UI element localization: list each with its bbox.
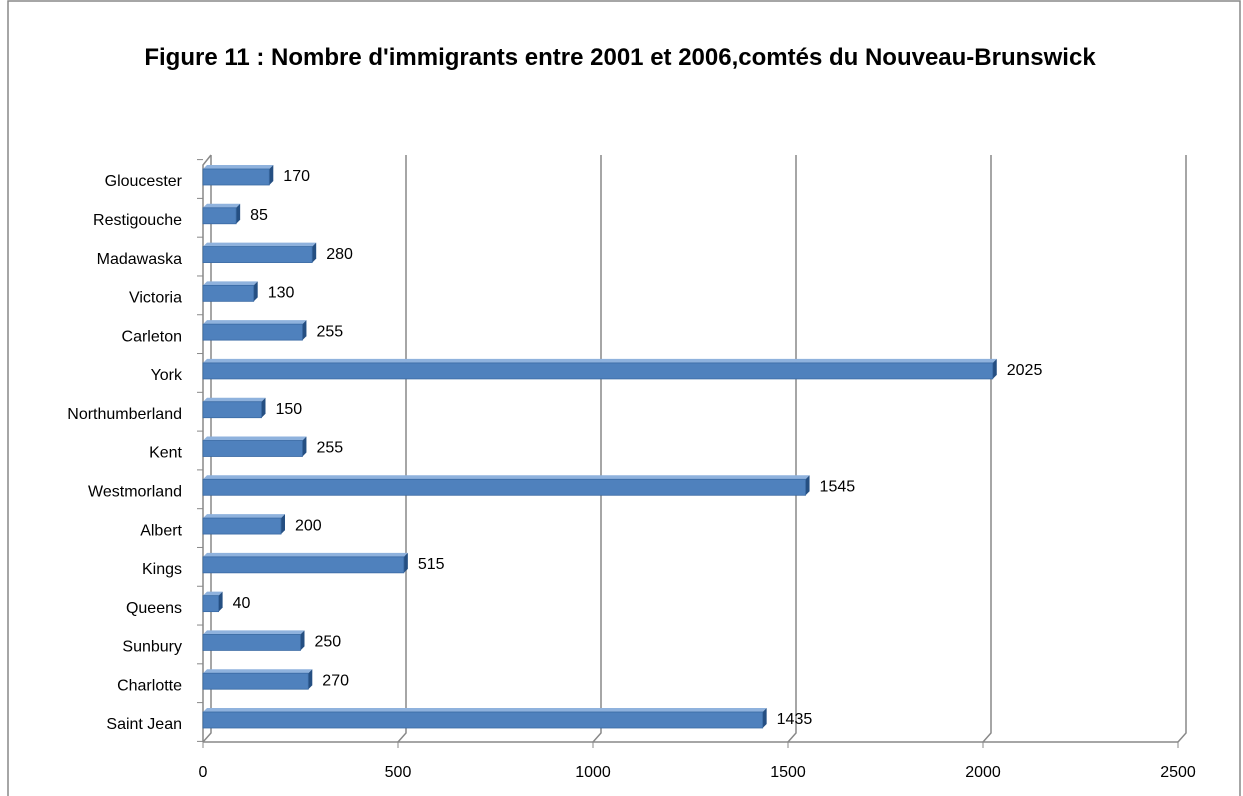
data-label: 200 xyxy=(295,517,322,534)
x-tick-label: 1500 xyxy=(770,764,806,781)
bar-end xyxy=(302,436,307,457)
bar-top xyxy=(203,591,223,596)
bar xyxy=(202,440,303,457)
bar-end xyxy=(281,514,285,535)
data-label: 2025 xyxy=(1007,362,1043,379)
data-label: 280 xyxy=(326,246,353,263)
y-tick-label: Carleton xyxy=(122,328,182,345)
bar-end xyxy=(236,203,241,224)
bar xyxy=(202,517,282,535)
bar-top xyxy=(203,358,997,363)
grid-line xyxy=(202,155,212,743)
bar xyxy=(202,711,764,729)
bar-top xyxy=(203,397,266,402)
bar-top xyxy=(203,203,241,208)
data-label: 85 xyxy=(250,207,268,224)
bar-top xyxy=(203,320,307,325)
grid-line xyxy=(592,155,602,743)
bar xyxy=(202,207,237,225)
bar-top xyxy=(203,242,317,247)
bar-end xyxy=(762,708,767,728)
bar-top xyxy=(203,514,285,519)
grid-line xyxy=(1177,155,1187,743)
bar-end xyxy=(300,630,305,651)
y-tick-label: Queens xyxy=(126,600,182,617)
bar xyxy=(202,362,994,380)
bar-end xyxy=(218,591,223,612)
bar-end xyxy=(403,552,408,573)
x-tick-label: 2000 xyxy=(965,764,1001,781)
chart-border xyxy=(7,0,1241,796)
y-tick-label: Restigouche xyxy=(93,212,182,229)
data-label: 250 xyxy=(315,634,342,651)
bar-top xyxy=(203,552,408,557)
bar xyxy=(202,284,255,302)
bar-end xyxy=(261,397,266,418)
bar xyxy=(202,168,270,186)
y-tick-label: Victoria xyxy=(129,290,182,307)
grid-line xyxy=(397,155,407,743)
bar-end xyxy=(805,475,810,496)
y-tick-label: York xyxy=(151,367,183,384)
bar-top xyxy=(203,475,810,480)
data-label: 270 xyxy=(322,672,349,689)
bar xyxy=(202,401,262,419)
bar-top xyxy=(203,165,274,169)
bar xyxy=(202,556,405,574)
y-tick-label: Westmorland xyxy=(88,484,182,501)
bar xyxy=(202,478,806,496)
bar-top xyxy=(203,630,305,635)
data-label: 1435 xyxy=(777,711,813,728)
y-tick-label: Gloucester xyxy=(105,173,183,190)
y-tick-label: Saint Jean xyxy=(106,716,182,733)
bar xyxy=(202,323,303,341)
bar-top xyxy=(203,436,307,441)
bar-top xyxy=(203,669,313,674)
bar-end xyxy=(312,242,317,263)
bar-top xyxy=(203,708,767,712)
y-tick-label: Sunbury xyxy=(122,639,182,656)
x-tick-label: 2500 xyxy=(1160,764,1196,781)
y-tick-label: Albert xyxy=(140,522,182,539)
bar-end xyxy=(269,165,274,185)
chart-title: Figure 11 : Nombre d'immigrants entre 20… xyxy=(144,44,1096,71)
data-label: 130 xyxy=(268,285,295,302)
y-tick-label: Charlotte xyxy=(117,677,182,694)
x-tick-label: 0 xyxy=(199,764,208,781)
y-axis xyxy=(202,154,212,742)
bar xyxy=(202,595,219,613)
data-label: 515 xyxy=(418,556,445,573)
y-tick-label: Northumberland xyxy=(67,406,182,423)
grid-line xyxy=(787,155,797,743)
y-tick-label: Madawaska xyxy=(97,251,182,268)
bar-end xyxy=(992,358,997,379)
data-label: 255 xyxy=(316,323,343,340)
data-label: 170 xyxy=(283,168,310,185)
bar-end xyxy=(302,320,307,341)
data-label: 40 xyxy=(233,595,251,612)
bar-end xyxy=(308,669,313,690)
x-tick-label: 500 xyxy=(385,764,412,781)
grid-line xyxy=(982,155,992,743)
data-label: 150 xyxy=(276,401,303,418)
bar xyxy=(202,672,309,690)
data-label: 1545 xyxy=(820,479,856,496)
y-tick-label: Kings xyxy=(142,561,182,578)
bar xyxy=(202,634,301,651)
data-label: 255 xyxy=(316,440,343,457)
bar xyxy=(202,246,313,263)
bar-end xyxy=(253,281,258,302)
bar-top xyxy=(203,281,258,286)
y-tick-label: Kent xyxy=(149,445,182,462)
x-tick-label: 1000 xyxy=(575,764,611,781)
